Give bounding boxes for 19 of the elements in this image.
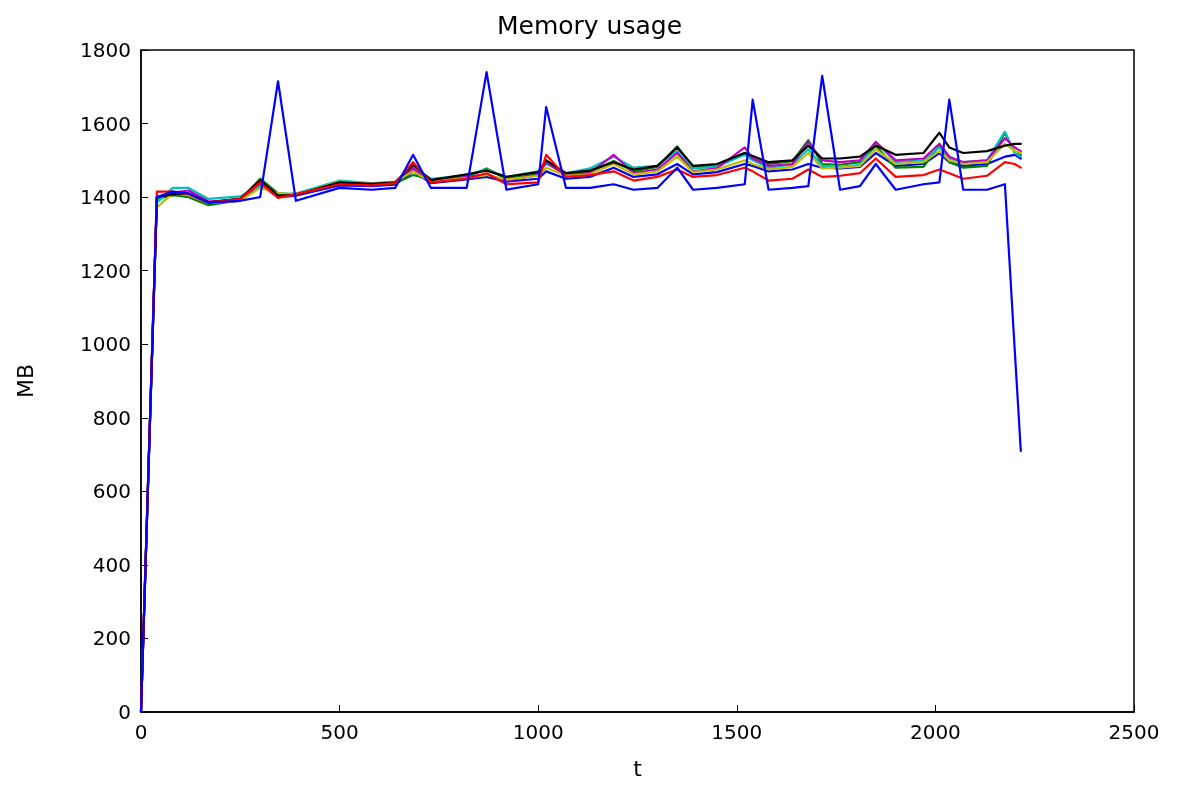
x-axis-title: t xyxy=(633,755,643,781)
y-tick-label: 600 xyxy=(92,479,131,504)
y-tick-label: 1800 xyxy=(80,38,131,62)
x-tick-label: 2000 xyxy=(909,720,961,744)
x-tick-label: 0 xyxy=(134,720,148,744)
y-tick-label: 200 xyxy=(92,626,131,651)
x-tick-label: 1500 xyxy=(711,720,763,744)
y-tick-label: 0 xyxy=(118,700,131,724)
y-axis-title: MB xyxy=(12,363,38,399)
x-tick-label: 1000 xyxy=(512,720,564,744)
y-tick-label: 1000 xyxy=(80,332,131,357)
y-tick-label: 1600 xyxy=(80,111,131,136)
x-tick-label: 500 xyxy=(320,720,359,744)
chart-title: Memory usage xyxy=(496,11,683,40)
y-tick-label: 400 xyxy=(92,552,131,577)
y-tick-label: 1400 xyxy=(80,185,131,210)
y-tick-label: 1200 xyxy=(80,258,131,283)
y-tick-label: 800 xyxy=(92,405,131,430)
x-tick-label: 2500 xyxy=(1108,720,1160,744)
